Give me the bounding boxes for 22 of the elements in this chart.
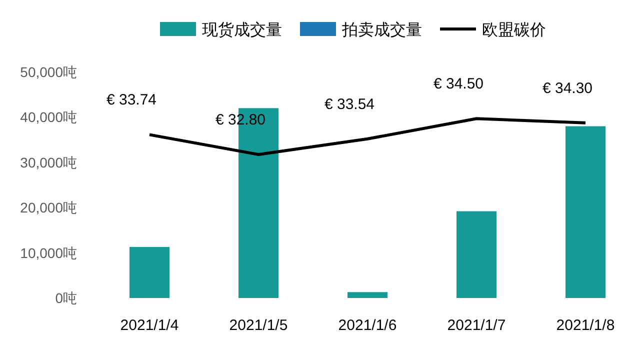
data-label: € 34.30 [542, 80, 593, 97]
bar [566, 126, 606, 298]
data-label: € 33.74 [106, 92, 157, 109]
legend-label: 现货成交量 [202, 21, 282, 39]
bar [130, 246, 170, 298]
x-tick-label: 2021/1/7 [447, 317, 506, 334]
y-tick-label: 30,000吨 [20, 154, 77, 170]
x-tick-label: 2021/1/6 [338, 317, 397, 334]
x-tick-label: 2021/1/8 [556, 317, 615, 334]
y-tick-label: 50,000吨 [20, 64, 77, 80]
data-label: € 33.54 [324, 96, 375, 113]
y-tick-label: 20,000吨 [20, 200, 77, 216]
legend-label: 欧盟碳价 [482, 21, 546, 39]
bar [456, 211, 496, 298]
y-tick-label: 40,000吨 [20, 109, 77, 126]
y-tick-label: 10,000吨 [20, 244, 77, 261]
x-tick-label: 2021/1/5 [229, 317, 288, 334]
legend-label: 拍卖成交量 [341, 21, 422, 39]
data-label: € 34.50 [433, 76, 484, 93]
bar [348, 292, 388, 298]
y-tick-label: 0吨 [55, 290, 77, 306]
x-tick-label: 2021/1/4 [120, 317, 179, 334]
